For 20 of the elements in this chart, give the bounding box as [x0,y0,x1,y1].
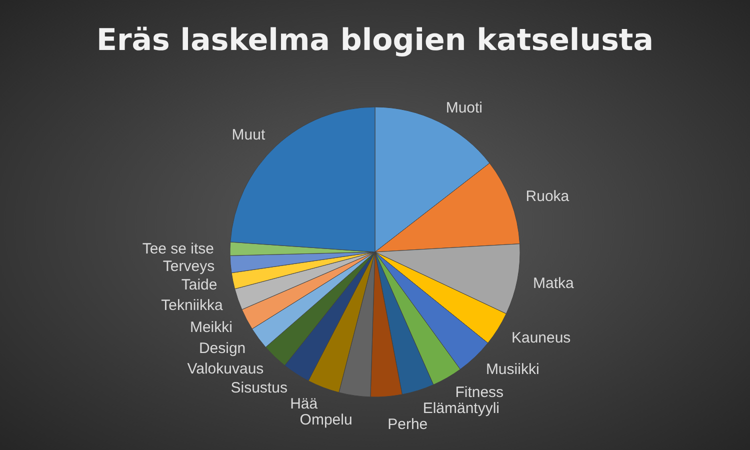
slice-label: Meikki [190,319,232,336]
slice-label: Musiikki [486,360,540,378]
slice-label: Tekniikka [161,296,224,314]
slice-label: Design [198,340,246,358]
slice-label: Matka [533,274,575,292]
slice-label: Sisustus [230,379,288,396]
slice-label: Ompelu [300,411,352,428]
slice-label: Valokuvaus [187,360,264,378]
slice-label: Fitness [455,384,504,401]
slice-label: Perhe [388,416,428,433]
slice-label: Tee se itse [142,240,214,258]
slice-label: Muut [232,126,266,144]
slice-label: Elämäntyyli [422,400,500,417]
slice-label: Terveys [162,258,215,275]
slice-label: Kauneus [511,330,571,347]
slice-label: Taide [181,276,218,294]
chart-title: Eräs laskelma blogien katselusta [96,23,654,58]
slice-label: Hää [290,395,318,412]
slice-label: Ruoka [526,188,570,205]
slice-label: Muoti [446,100,483,117]
